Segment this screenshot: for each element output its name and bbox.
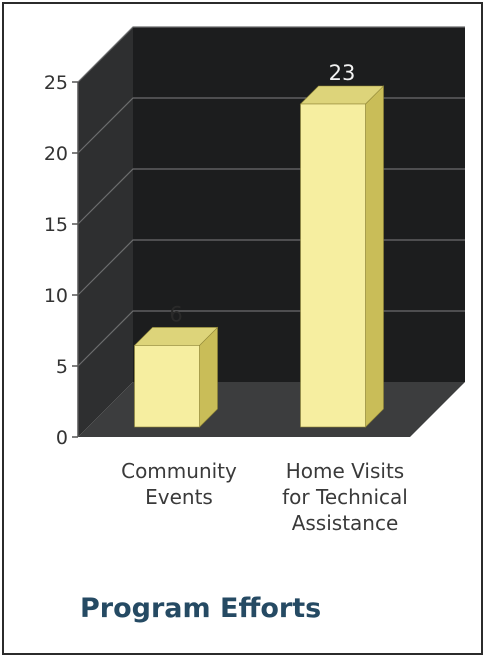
x-category-label-line: Home Visits: [286, 459, 404, 483]
y-tick-label: 25: [44, 72, 68, 94]
y-tick-label: 20: [44, 143, 68, 165]
x-category-label-line: Community: [121, 459, 237, 483]
y-axis: 0 5 10 15 20 25: [44, 72, 79, 449]
x-category-label: Community Events: [121, 459, 237, 509]
y-tick-label: 15: [44, 214, 68, 236]
data-label: 6: [169, 302, 182, 326]
x-category-label-line: for Technical: [282, 485, 408, 509]
bar-front-face: [134, 345, 200, 428]
y-tick-label: 5: [56, 356, 68, 378]
bar: 23: [299, 61, 385, 428]
x-category-label-line: Events: [145, 485, 213, 509]
side-wall: [78, 27, 133, 437]
bars: 6 23: [133, 61, 385, 428]
bar-side-face: [365, 85, 384, 428]
data-label: 23: [329, 61, 356, 85]
y-tick-label: 0: [56, 427, 68, 449]
x-category-label-line: Assistance: [292, 511, 399, 535]
bar: 6: [133, 302, 219, 428]
bar-front-face: [300, 103, 366, 428]
gridline: [77, 26, 465, 83]
y-tick-label: 10: [44, 285, 68, 307]
x-axis-labels: Community Events Home Visits for Technical A…: [121, 459, 408, 535]
x-category-label: Home Visits for Technical Assistance: [282, 459, 408, 535]
chart-title: Program Efforts: [80, 593, 322, 624]
